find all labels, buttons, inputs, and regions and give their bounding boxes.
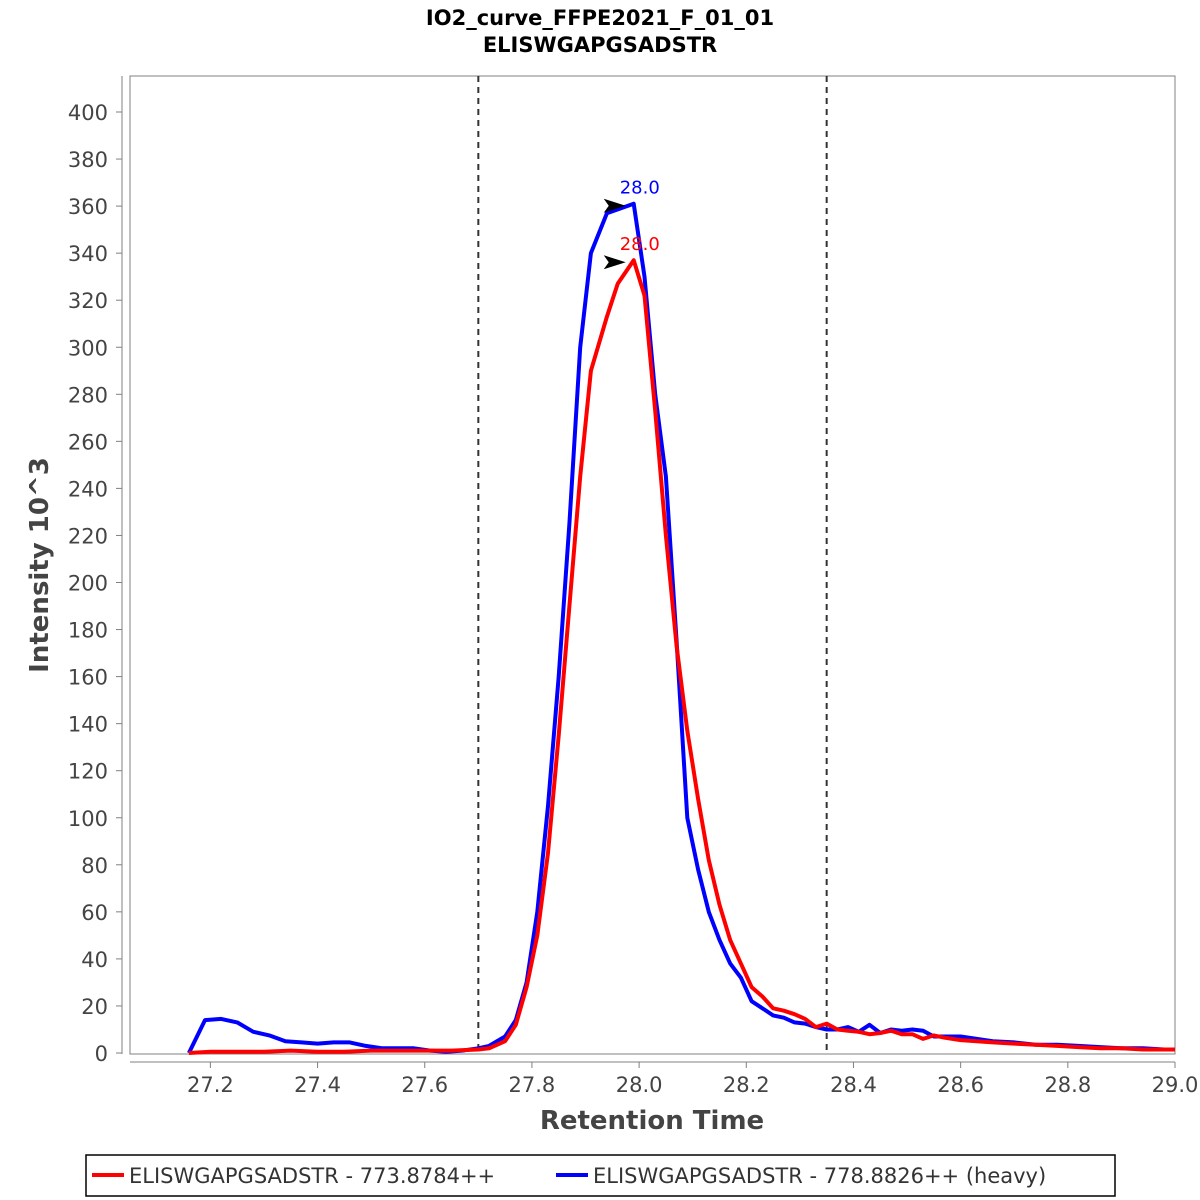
x-tick-label: 28.6 — [937, 1073, 984, 1097]
y-tick-label: 160 — [68, 666, 108, 690]
plot-area — [129, 75, 1176, 1055]
y-tick-label: 220 — [68, 524, 108, 548]
integration-boundaries — [477, 76, 828, 1054]
x-tick-label: 27.2 — [187, 1073, 234, 1097]
series-line — [188, 258, 1175, 1055]
y-tick-label: 320 — [68, 289, 108, 313]
x-axis-title: Retention Time — [540, 1106, 764, 1136]
y-tick-label: 180 — [68, 619, 108, 643]
x-tick-label: 27.4 — [294, 1073, 341, 1097]
x-tick-label: 28.0 — [616, 1073, 663, 1097]
peak-arrow — [603, 255, 626, 270]
legend: ELISWGAPGSADSTR - 773.8784++ ELISWGAPGSA… — [85, 1154, 1116, 1197]
y-tick-label: 380 — [68, 148, 108, 172]
y-tick-label: 340 — [68, 242, 108, 266]
peak-annotations: 28.0 28.0 — [603, 178, 660, 270]
series-layer — [187, 201, 1175, 1055]
y-axis: 0 20 40 60 80 100 120 140 160 180 200 220 240 260 280 3… — [68, 76, 123, 1066]
peak-label: 28.0 — [620, 178, 660, 199]
x-tick-label: 29.0 — [1152, 1073, 1199, 1097]
y-tick-label: 120 — [68, 760, 108, 784]
y-tick-label: 240 — [68, 477, 108, 501]
legend-box — [85, 1154, 1116, 1197]
y-tick-label: 200 — [68, 572, 108, 596]
x-tick-label: 28.8 — [1044, 1073, 1091, 1097]
chart-title: IO2_curve_FFPE2021_F_01_01 — [426, 6, 774, 30]
x-tick-label: 27.6 — [401, 1073, 448, 1097]
peak-arrow — [603, 198, 626, 213]
y-axis-title: Intensity 10^3 — [25, 457, 55, 673]
legend-label-heavy: ELISWGAPGSADSTR - 778.8826++ (heavy) — [593, 1164, 1046, 1188]
y-tick-label: 60 — [81, 901, 108, 925]
y-tick-label: 280 — [68, 383, 108, 407]
y-tick-label: 300 — [68, 336, 108, 360]
peak-label: 28.0 — [620, 234, 660, 255]
y-tick-label: 100 — [68, 807, 108, 831]
x-tick-label: 27.8 — [509, 1073, 556, 1097]
y-tick-label: 20 — [81, 995, 108, 1019]
y-tick-label: 400 — [68, 101, 108, 125]
y-tick-label: 80 — [81, 854, 108, 878]
legend-label-light: ELISWGAPGSADSTR - 773.8784++ — [129, 1164, 495, 1188]
x-tick-label: 28.4 — [830, 1073, 877, 1097]
y-tick-label: 360 — [68, 195, 108, 219]
x-tick-label: 28.2 — [723, 1073, 770, 1097]
y-tick-label: 0 — [95, 1042, 108, 1066]
y-tick-label: 140 — [68, 713, 108, 737]
y-tick-label: 40 — [81, 948, 108, 972]
x-axis: 27.2 27.4 27.6 27.8 28.0 28.2 28.4 28.6 28.8 29.0 — [130, 1061, 1199, 1097]
y-tick-label: 260 — [68, 430, 108, 454]
chart-subtitle: ELISWGAPGSADSTR — [483, 33, 717, 57]
